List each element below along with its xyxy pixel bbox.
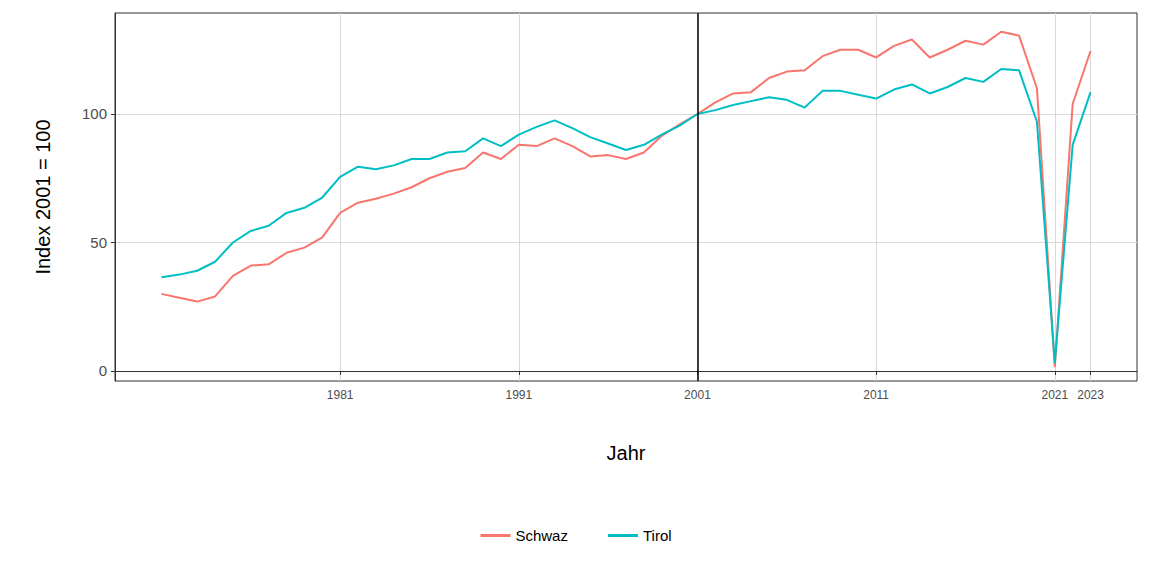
svg-text:0: 0 (99, 362, 107, 379)
svg-text:1991: 1991 (505, 388, 532, 402)
svg-text:2023: 2023 (1077, 388, 1104, 402)
svg-text:2001: 2001 (684, 388, 711, 402)
svg-text:Index 2001 = 100: Index 2001 = 100 (32, 119, 54, 274)
svg-text:50: 50 (90, 234, 107, 251)
svg-text:100: 100 (82, 105, 107, 122)
svg-text:Schwaz: Schwaz (515, 527, 568, 544)
svg-text:Jahr: Jahr (607, 442, 646, 464)
svg-text:1981: 1981 (327, 388, 354, 402)
svg-text:Tirol: Tirol (643, 527, 672, 544)
svg-text:2011: 2011 (863, 388, 889, 402)
svg-text:2021: 2021 (1041, 388, 1068, 402)
